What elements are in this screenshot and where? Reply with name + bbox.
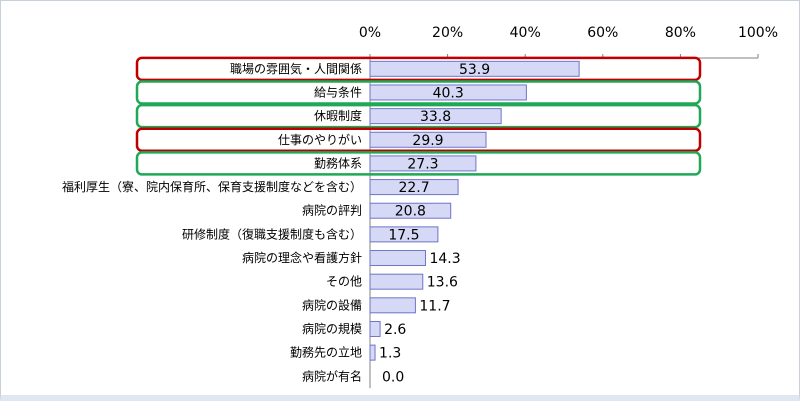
category-label: 病院の規模 [302,321,362,336]
x-tick-label: 20% [432,25,463,41]
category-label: 病院が有名 [302,368,362,383]
data-label: 27.3 [407,156,438,172]
bar [369,108,502,125]
data-label: 14.3 [429,251,460,267]
category-label: 仕事のやりがい [278,132,362,147]
bar [369,226,439,243]
data-label: 22.7 [398,180,429,196]
highlight-box [135,151,702,176]
bar [369,297,416,314]
data-label: 40.3 [433,85,464,101]
category-label: 勤務体系 [314,156,362,170]
category-label: 給与条件 [314,85,362,99]
highlight-box [135,56,702,82]
x-tick-label: 60% [587,25,618,41]
category-label: 病院の設備 [302,297,362,312]
category-label: 勤務先の立地 [290,345,362,360]
x-tick-label: 80% [665,25,696,41]
bar [369,60,580,77]
category-label: 休暇制度 [314,108,362,123]
category-label: 福利厚生（寮、院内保育所、保育支援制度などを含む） [62,179,362,194]
bar [369,320,381,337]
category-label: 病院の評判 [302,203,362,218]
data-label: 29.9 [412,133,443,149]
bar [369,344,376,361]
x-tick-label: 100% [738,25,778,41]
highlight-box [135,127,702,153]
x-tick-label: 0% [359,25,381,41]
data-label: 2.6 [384,322,406,338]
bar [369,84,527,101]
bar [369,179,459,196]
bar [369,202,452,219]
data-label: 17.5 [388,227,419,243]
data-label: 20.8 [395,204,426,220]
category-label: 病院の理念や看護方針 [242,250,362,265]
category-label: その他 [326,275,362,289]
bar [369,155,477,172]
data-label: 0.0 [382,369,404,385]
data-label: 53.9 [459,62,490,78]
bar [369,131,487,148]
bar [369,250,426,267]
data-label: 13.6 [427,275,458,291]
data-label: 1.3 [379,346,401,362]
x-tick-label: 40% [510,25,541,41]
highlight-box [135,103,702,129]
data-label: 33.8 [420,109,451,125]
category-label: 研修制度（復職支援制度も含む） [182,226,362,241]
bar [369,273,424,290]
data-label: 11.7 [419,298,450,314]
highlight-box [135,80,702,105]
category-label: 職場の雰囲気・人間関係 [230,61,362,76]
